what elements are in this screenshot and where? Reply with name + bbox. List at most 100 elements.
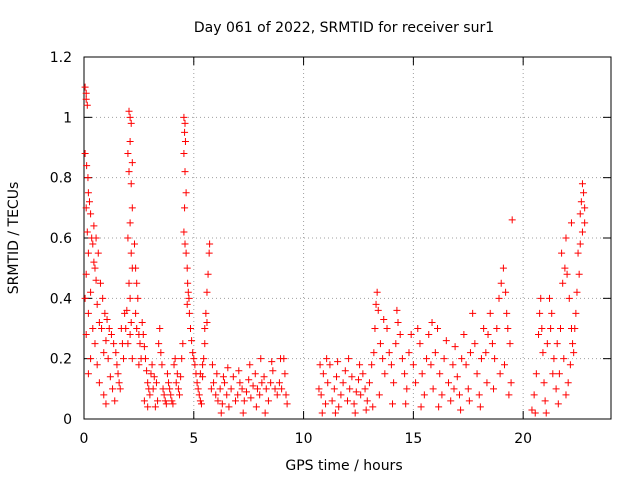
data-point: [161, 397, 169, 405]
data-point: [318, 409, 326, 417]
data-point: [368, 361, 376, 369]
data-point: [195, 391, 203, 399]
data-point: [150, 373, 158, 381]
data-point: [201, 325, 209, 332]
data-point: [127, 249, 135, 257]
data-point: [218, 400, 226, 408]
data-point: [565, 294, 573, 302]
data-point: [442, 337, 450, 345]
data-point: [569, 340, 577, 348]
data-point: [508, 216, 516, 224]
data-point: [106, 373, 114, 381]
data-point: [143, 367, 151, 375]
data-point: [460, 331, 468, 339]
data-point: [277, 355, 285, 363]
axis-ticks: 0 0.2 0.4 0.6 0.8 1 1.2 0 5 10 15 20: [50, 50, 611, 447]
data-point: [134, 294, 142, 302]
grid-lines: [84, 57, 611, 419]
data-point: [445, 379, 453, 387]
y-tick-label: 0.6: [50, 231, 72, 247]
data-point: [458, 355, 466, 363]
data-point: [451, 343, 459, 351]
data-point: [81, 294, 89, 302]
data-point: [571, 325, 579, 332]
data-point: [240, 397, 248, 405]
data-point: [140, 397, 148, 405]
data-point: [159, 385, 167, 393]
data-point: [90, 222, 98, 230]
data-point: [334, 358, 342, 366]
data-point: [82, 331, 90, 339]
data-point: [401, 370, 409, 378]
data-point: [427, 361, 435, 369]
data-point: [558, 249, 566, 257]
data-point: [462, 361, 470, 369]
data-point: [536, 309, 544, 317]
data-point: [331, 409, 339, 417]
data-point: [169, 400, 177, 408]
data-point: [100, 349, 108, 357]
data-point: [476, 403, 484, 411]
data-point: [273, 391, 281, 399]
data-point: [139, 331, 147, 339]
data-point: [185, 309, 193, 317]
data-point: [398, 355, 406, 363]
data-point: [103, 315, 111, 323]
data-point: [208, 361, 216, 369]
data-point: [125, 168, 133, 176]
data-point: [133, 279, 141, 287]
data-point: [205, 249, 213, 257]
data-point: [181, 168, 189, 176]
data-point: [127, 180, 135, 188]
data-point: [160, 391, 168, 399]
data-point: [326, 361, 334, 369]
data-point: [576, 240, 584, 248]
data-point: [374, 306, 382, 314]
data-point: [262, 385, 270, 393]
data-point: [261, 409, 269, 417]
data-point: [389, 400, 397, 408]
data-point: [128, 204, 136, 212]
data-point: [236, 379, 244, 387]
data-point: [387, 361, 395, 369]
data-point: [431, 349, 439, 357]
data-point: [556, 325, 564, 332]
data-point: [99, 294, 107, 302]
data-point: [144, 403, 152, 411]
data-point: [100, 391, 108, 399]
data-point: [89, 325, 97, 332]
data-point: [373, 288, 381, 296]
data-point: [567, 219, 575, 227]
data-point: [475, 391, 483, 399]
data-point: [267, 379, 275, 387]
y-tick-label: 0.8: [50, 171, 72, 187]
data-point: [200, 355, 208, 363]
data-point: [219, 373, 227, 381]
data-point: [256, 391, 264, 399]
data-point: [333, 373, 341, 381]
data-point: [370, 349, 378, 357]
data-point: [425, 331, 433, 339]
data-point: [136, 340, 144, 348]
data-point: [93, 300, 101, 308]
data-point: [181, 204, 189, 212]
y-tick-label: 1: [63, 110, 72, 126]
data-point: [225, 403, 233, 411]
data-point: [416, 340, 424, 348]
data-point: [417, 403, 425, 411]
data-point: [381, 370, 389, 378]
data-point: [562, 391, 570, 399]
data-point: [246, 361, 254, 369]
data-point: [414, 325, 422, 332]
data-point: [319, 370, 327, 378]
data-point: [383, 325, 391, 332]
data-point: [179, 340, 187, 348]
data-point: [82, 270, 90, 278]
data-point: [182, 249, 190, 257]
data-point: [87, 210, 95, 218]
data-point: [385, 349, 393, 357]
data-point: [528, 406, 536, 414]
data-point: [183, 264, 191, 272]
data-point: [114, 370, 122, 378]
data-point: [173, 370, 181, 378]
